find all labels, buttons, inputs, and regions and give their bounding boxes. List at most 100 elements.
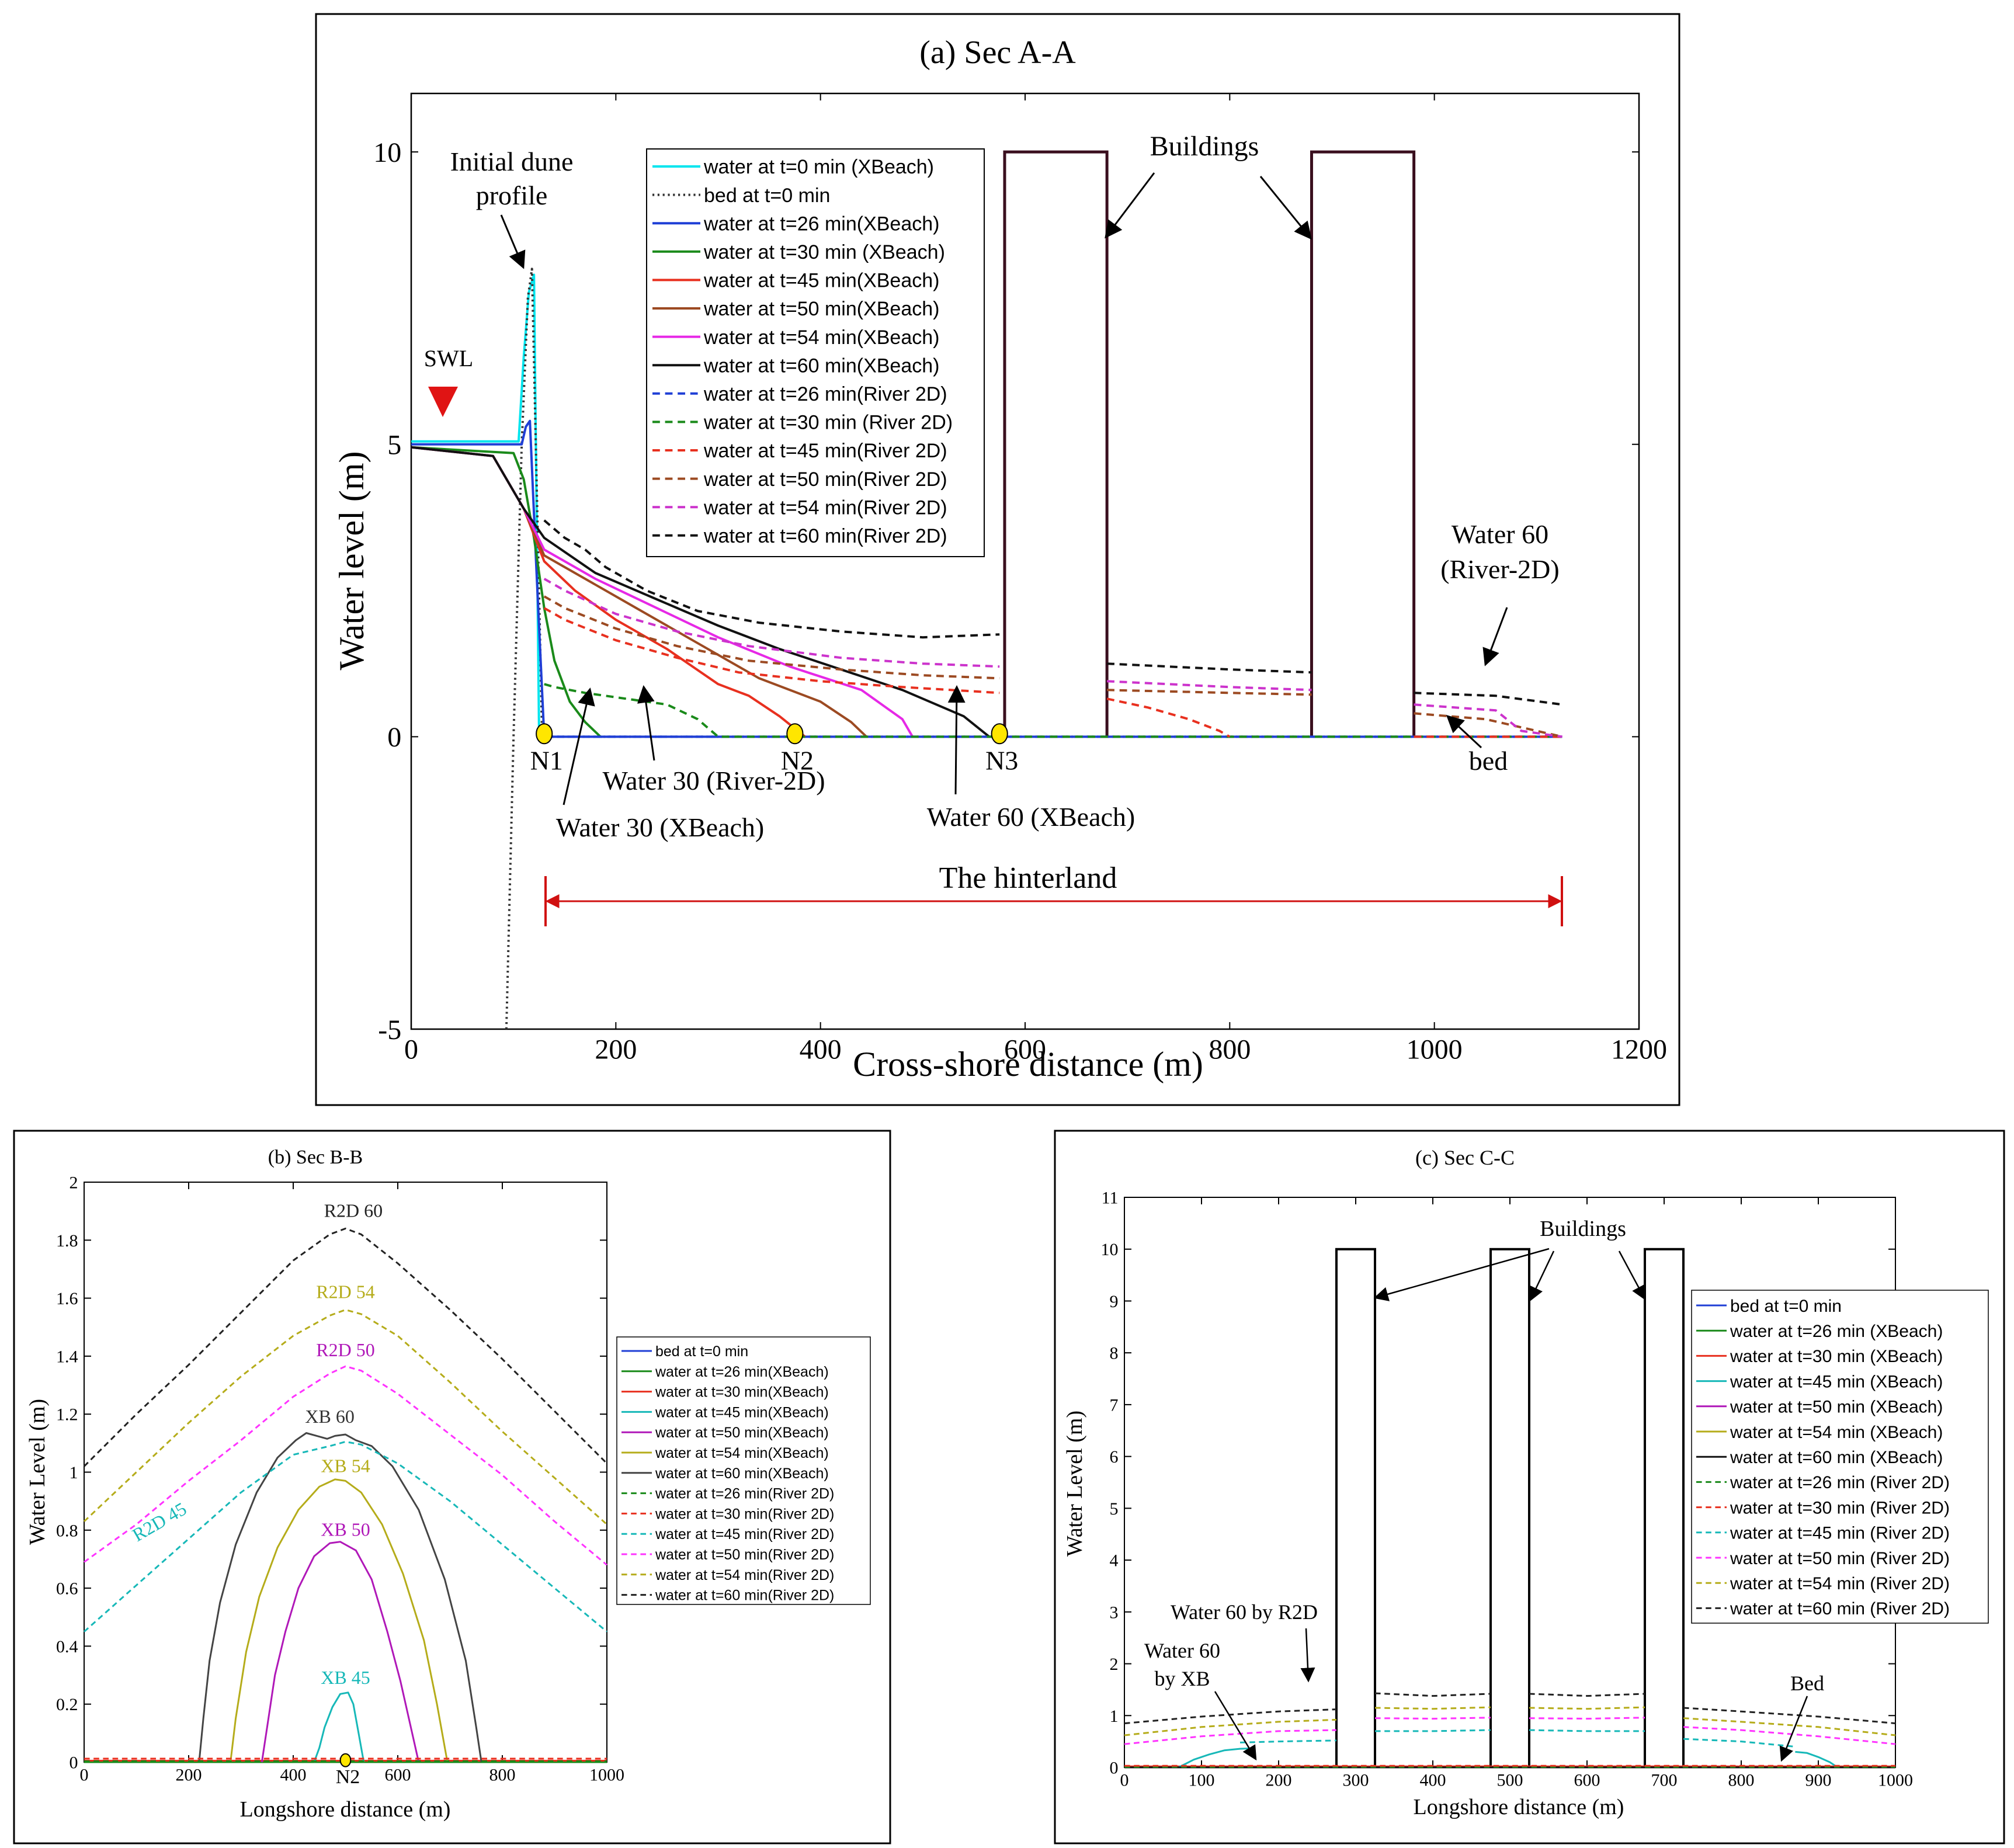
panel-c-title: (c) Sec C-C	[1415, 1146, 1515, 1169]
annotation-water60-xb-arrow	[947, 685, 966, 795]
y-tick-label: 10	[373, 137, 401, 168]
y-tick-label: -5	[378, 1015, 401, 1045]
panel-a-legend: water at t=0 min (XBeach) bed at t=0 min w…	[646, 148, 985, 557]
node-label-n2: N2	[336, 1766, 360, 1788]
series-water-at-t-45-min-river-2d	[543, 607, 1562, 738]
node-label-n1: N1	[530, 745, 563, 775]
annotation-water60-r2d-1: Water 60	[1452, 519, 1548, 549]
y-tick-label: 5	[1110, 1499, 1119, 1519]
series-water-at-t-60-min-xbeach	[411, 446, 990, 738]
x-tick-label: 600	[1004, 1034, 1046, 1065]
annotation-initial-dune-1: Initial dune	[450, 147, 574, 176]
building-2	[1310, 150, 1416, 737]
curve-label-xb-50: XB 50	[321, 1519, 370, 1540]
panel-a-ylabel: Water level (m)	[332, 451, 371, 671]
node-label-n3: N3	[985, 745, 1018, 775]
series-water-at-t-50-min-xbeach	[261, 1541, 420, 1763]
legend-label: water at t=30 min (XBeach)	[1730, 1347, 1943, 1366]
series-water-at-t-45-min-xbeach	[1178, 1747, 1838, 1769]
panel-a-legend-entries: water at t=0 min (XBeach) bed at t=0 min w…	[652, 156, 953, 547]
annotation-bed: bed	[1469, 746, 1508, 776]
series-water-at-t-54-min-river-2d	[543, 578, 1562, 738]
annotation-swl: SWL	[424, 345, 473, 371]
x-tick-label: 800	[1728, 1771, 1755, 1790]
series-water-at-t-50-min-river-2d	[543, 595, 1563, 738]
x-tick-label: 300	[1343, 1771, 1369, 1790]
annotation-water30-r2d: Water 30 (River-2D)	[602, 766, 825, 796]
y-tick-label: 1.2	[56, 1405, 78, 1425]
legend-label: water at t=50 min (River 2D)	[1730, 1549, 1950, 1568]
annotation-c-buildings-arrow-1	[1373, 1248, 1550, 1301]
panel-b-legend: bed at t=0 min water at t=26 min(XBeach) w…	[616, 1336, 871, 1605]
y-tick-label: 7	[1110, 1395, 1119, 1415]
x-tick-label: 700	[1651, 1771, 1678, 1790]
building-2	[1489, 1248, 1530, 1767]
annotation-water30-r2d-arrow	[637, 685, 655, 761]
y-tick-label: 1	[70, 1463, 78, 1482]
node-label-n2: N2	[781, 745, 814, 775]
legend-label: water at t=60 min (River 2D)	[1730, 1599, 1950, 1618]
legend-label: water at t=30 min(River 2D)	[655, 1506, 834, 1522]
annotation-water60-xb: Water 60 (XBeach)	[927, 802, 1135, 832]
series-water-at-t-60-min-river-2d	[543, 519, 1562, 706]
legend-label: water at t=54 min (River 2D)	[1730, 1574, 1950, 1593]
series-water-at-t-60-min-river-2d	[83, 1227, 608, 1467]
series-bed-at-t-0-min	[505, 268, 1562, 1030]
x-tick-label: 200	[595, 1034, 637, 1065]
legend-label: water at t=50 min (XBeach)	[1730, 1398, 1943, 1417]
panel-b-ticks: 0 200 400 600 800 1000 0 0.2 0.4 0.6 0.8 1 1.2 1.4 1.6…	[56, 1173, 624, 1785]
panel-a-title: (a) Sec A-A	[919, 34, 1076, 71]
node-marker-n2	[339, 1753, 352, 1767]
panel-a: (a) Sec A-A 0 200 400 600 800 1000 1200-50510 …	[315, 13, 1680, 1106]
annotation-buildings-arrow-2	[1259, 176, 1312, 240]
legend-label: water at t=54 min (XBeach)	[1730, 1423, 1943, 1442]
legend-label: water at t=60 min (XBeach)	[1730, 1448, 1943, 1467]
legend-label: water at t=26 min(XBeach)	[655, 1364, 829, 1380]
x-tick-label: 400	[800, 1034, 842, 1065]
x-tick-label: 100	[1189, 1771, 1215, 1790]
y-tick-label: 0	[387, 722, 401, 753]
legend-label: water at t=45 min (River 2D)	[1730, 1524, 1950, 1543]
annotation-water30-xb: Water 30 (XBeach)	[556, 812, 764, 842]
x-tick-label: 800	[489, 1766, 516, 1785]
legend-label: water at t=45 min (XBeach)	[1730, 1372, 1943, 1391]
annotation-water60-r2d-2: (River-2D)	[1440, 554, 1559, 584]
annotation-water60-r2d-arrow	[1482, 607, 1508, 666]
panel-c-legend-box	[1691, 1290, 1989, 1624]
x-tick-label: 1000	[1878, 1771, 1913, 1790]
series-water-at-t-30-min-river-2d	[544, 683, 1562, 738]
legend-label: water at t=45 min(XBeach)	[703, 270, 939, 292]
x-tick-label: 400	[280, 1766, 307, 1785]
panel-a-nodes: N1 N2 N3	[530, 723, 1018, 775]
panel-b-nodes: N2	[336, 1753, 360, 1788]
panel-b-title: (b) Sec B-B	[268, 1147, 363, 1168]
x-tick-label: 600	[1574, 1771, 1600, 1790]
y-tick-label: 2	[70, 1173, 78, 1193]
y-tick-label: 1.6	[56, 1289, 78, 1308]
annotation-c-water60-r2d: Water 60 by R2D	[1171, 1600, 1318, 1624]
swl-marker-icon	[428, 387, 458, 417]
annotation-hinterland: The hinterland	[939, 862, 1117, 895]
y-tick-label: 1.8	[56, 1231, 78, 1250]
x-tick-label: 900	[1805, 1771, 1832, 1790]
y-tick-label: 8	[1110, 1344, 1119, 1363]
annotation-bed-arrow	[1446, 714, 1482, 749]
series-water-at-t-54-min-river-2d	[83, 1309, 607, 1526]
x-tick-label: 500	[1497, 1771, 1523, 1790]
series-water-at-t-60-min-river-2d	[1124, 1692, 1896, 1725]
legend-label: water at t=45 min(XBeach)	[655, 1404, 829, 1420]
legend-label: water at t=60 min(River 2D)	[703, 525, 947, 547]
y-tick-label: 0.8	[56, 1521, 78, 1540]
series-water-at-t-54-min-river-2d	[1124, 1706, 1896, 1736]
legend-label: water at t=30 min (River 2D)	[703, 412, 953, 434]
legend-label: water at t=30 min (River 2D)	[1730, 1498, 1950, 1517]
y-tick-label: 3	[1110, 1603, 1119, 1622]
annotation-c-bed: Bed	[1790, 1672, 1824, 1695]
panel-b-xlabel: Longshore distance (m)	[240, 1797, 451, 1822]
y-tick-label: 0	[70, 1753, 78, 1773]
curve-label-r2d-60: R2D 60	[324, 1200, 383, 1221]
panel-a-legend-box	[646, 148, 985, 557]
node-marker-n1	[536, 723, 553, 745]
series-water-at-t-54-min-xbeach	[230, 1478, 449, 1763]
annotation-initial-dune-arrow	[500, 214, 526, 269]
